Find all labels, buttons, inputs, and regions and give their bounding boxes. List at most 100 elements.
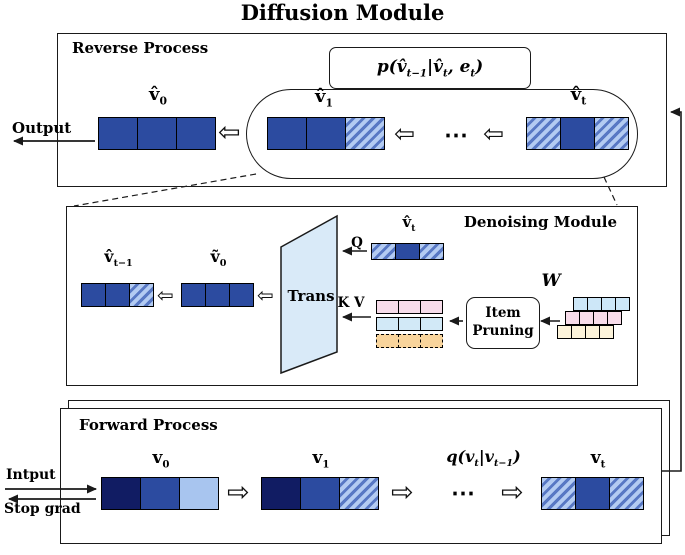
vt-hat-vector bbox=[526, 117, 629, 150]
vector-cell-orange bbox=[398, 334, 421, 348]
vector-cell-sblue bbox=[573, 297, 588, 311]
ellipsis: ⋯ bbox=[444, 120, 468, 149]
vector-cell-solid bbox=[306, 117, 346, 150]
vector-cell-hatch bbox=[371, 243, 396, 260]
vector-cell-hatch bbox=[419, 243, 444, 260]
vector-cell-solid bbox=[81, 283, 106, 307]
embedding-stack-mid bbox=[565, 311, 622, 325]
ellipsis: ⋯ bbox=[451, 478, 475, 507]
vector-cell-solid bbox=[181, 283, 206, 307]
hollow-arrow-right-icon: ⇨ bbox=[501, 477, 524, 508]
item-row-pink bbox=[376, 300, 443, 314]
hollow-arrow-left-icon: ⇦ bbox=[157, 283, 174, 307]
vector-cell-hatch bbox=[345, 117, 385, 150]
vector-cell-hatch bbox=[526, 117, 561, 150]
v1-hat-label: v̂1 bbox=[315, 86, 333, 110]
v0-vector bbox=[101, 477, 219, 510]
vector-cell-scream bbox=[599, 325, 614, 339]
hollow-arrow-right-icon: ⇨ bbox=[391, 477, 414, 508]
vector-cell-hatch bbox=[594, 117, 629, 150]
vector-cell-orange bbox=[376, 334, 399, 348]
vt-hat-label: v̂t bbox=[570, 84, 587, 108]
input-label: Intput bbox=[6, 467, 56, 483]
vector-cell-pink bbox=[398, 300, 421, 314]
vector-cell-solid bbox=[560, 117, 595, 150]
v1-hat-vector bbox=[267, 117, 385, 150]
output-label: Output bbox=[12, 119, 72, 137]
denoising-module-label: Denoising Module bbox=[463, 213, 617, 231]
vector-cell-spink bbox=[565, 311, 580, 325]
item-pruning-box: Item Pruning bbox=[466, 297, 540, 349]
stop-grad-label: Stop grad bbox=[4, 501, 81, 517]
vector-cell-lblue bbox=[398, 317, 421, 331]
reverse-process-box: Reverse Process p(v̂t−1|v̂t, et) v̂0 ⇦ v… bbox=[57, 33, 667, 187]
item-row-pruned bbox=[376, 334, 443, 348]
vector-cell-scream bbox=[571, 325, 586, 339]
vector-cell-hatch bbox=[609, 477, 644, 510]
vt-hat-small-vector bbox=[371, 243, 444, 260]
vector-cell-solid bbox=[140, 477, 180, 510]
v0-hat-label: v̂0 bbox=[149, 84, 167, 108]
v1-label: v1 bbox=[312, 448, 330, 471]
vector-cell-orange bbox=[420, 334, 443, 348]
hollow-arrow-left-icon: ⇦ bbox=[218, 117, 241, 148]
vt-vector bbox=[541, 477, 644, 510]
vector-cell-solid bbox=[229, 283, 254, 307]
vector-cell-navy bbox=[101, 477, 141, 510]
reverse-formula-text: p(v̂t−1|v̂t, et) bbox=[376, 56, 484, 80]
vector-cell-solid bbox=[300, 477, 340, 510]
vector-cell-hatch bbox=[541, 477, 576, 510]
vector-cell-solid bbox=[105, 283, 130, 307]
vector-cell-scream bbox=[557, 325, 572, 339]
v0-hat-vector bbox=[98, 117, 216, 150]
vector-cell-hatch bbox=[129, 283, 154, 307]
vector-cell-spink bbox=[579, 311, 594, 325]
vector-cell-solid bbox=[137, 117, 177, 150]
transformer-label: Trans bbox=[287, 287, 335, 305]
vector-cell-pink bbox=[376, 300, 399, 314]
vector-cell-solid bbox=[575, 477, 610, 510]
vt-hat-small-label: v̂t bbox=[402, 213, 416, 234]
v0-tilde-label: ṽ0 bbox=[210, 247, 227, 270]
hollow-arrow-right-icon: ⇨ bbox=[227, 477, 250, 508]
vector-cell-solid bbox=[395, 243, 420, 260]
forward-process-label: Forward Process bbox=[79, 416, 218, 434]
vector-cell-scream bbox=[585, 325, 600, 339]
reverse-formula-box: p(v̂t−1|v̂t, et) bbox=[329, 47, 531, 89]
forward-formula: q(vt|vt−1) bbox=[446, 447, 521, 470]
vector-cell-lblue bbox=[376, 317, 399, 331]
item-row-blue bbox=[376, 317, 443, 331]
vector-cell-sblue bbox=[587, 297, 602, 311]
vector-cell-navy bbox=[261, 477, 301, 510]
hollow-arrow-left-icon: ⇦ bbox=[257, 283, 274, 307]
vector-cell-sblue bbox=[615, 297, 630, 311]
vt-label: vt bbox=[590, 448, 606, 471]
v1-vector bbox=[261, 477, 379, 510]
item-pruning-line1: Item bbox=[485, 305, 521, 322]
vector-cell-solid bbox=[176, 117, 216, 150]
denoising-module-box: Denoising Module v̂t−1 ⇦ ṽ0 ⇦ Trans Q v̂… bbox=[66, 206, 638, 386]
hollow-arrow-left-icon: ⇦ bbox=[394, 119, 415, 148]
hollow-arrow-left-icon: ⇦ bbox=[483, 119, 504, 148]
vector-cell-hatch bbox=[339, 477, 379, 510]
item-pruning-line2: Pruning bbox=[472, 323, 534, 339]
forward-process-box: Forward Process v0 ⇨ v1 ⇨ q(vt|vt−1) ⋯ ⇨… bbox=[60, 408, 662, 544]
reverse-sequence-capsule bbox=[246, 89, 638, 179]
embedding-stack-front bbox=[557, 325, 614, 339]
item-embedding-matrix-label: W bbox=[541, 271, 561, 291]
vector-cell-sblue bbox=[601, 297, 616, 311]
query-label: Q bbox=[351, 235, 363, 251]
embedding-stack-back bbox=[573, 297, 630, 311]
vector-cell-spink bbox=[593, 311, 608, 325]
vector-cell-pink bbox=[420, 300, 443, 314]
v0-label: v0 bbox=[152, 448, 170, 471]
figure-title: Diffusion Module bbox=[240, 0, 445, 25]
v0-tilde-vector bbox=[181, 283, 254, 307]
vector-cell-solid bbox=[267, 117, 307, 150]
vtm1-hat-vector bbox=[81, 283, 154, 307]
vector-cell-spink bbox=[607, 311, 622, 325]
vtm1-hat-label: v̂t−1 bbox=[104, 247, 133, 270]
vector-cell-solid bbox=[98, 117, 138, 150]
vector-cell-lblue bbox=[420, 317, 443, 331]
